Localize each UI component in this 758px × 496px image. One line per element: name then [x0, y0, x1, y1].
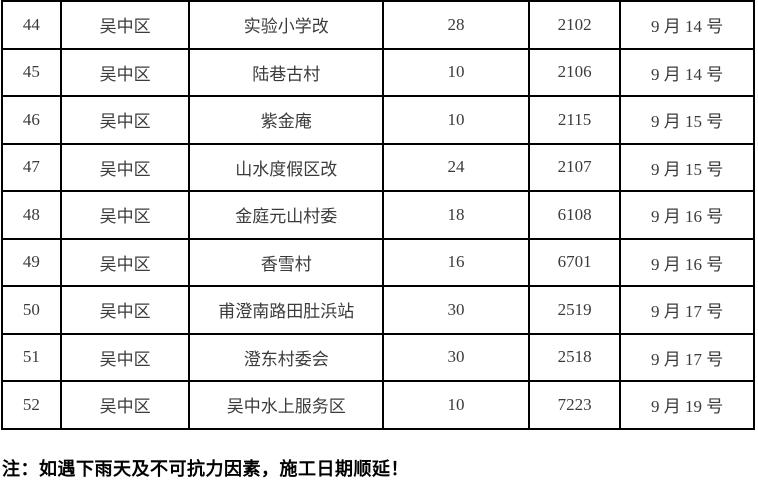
cell-code: 2106	[527, 47, 622, 97]
cell-quantity: 18	[382, 190, 530, 240]
cell-location: 陆巷古村	[188, 47, 385, 97]
table-row: 52 吴中区 吴中水上服务区 10 7223 9 月 19 号	[1, 380, 755, 430]
note-text: 注：如遇下雨天及不可抗力因素，施工日期顺延！	[2, 459, 409, 479]
cell-date: 9 月 14 号	[619, 0, 755, 50]
cell-district: 吴中区	[59, 237, 191, 287]
cell-index: 44	[1, 0, 62, 50]
cell-date: 9 月 16 号	[619, 237, 755, 287]
cell-index: 50	[1, 285, 62, 335]
cell-index: 46	[1, 95, 62, 145]
cell-index: 47	[1, 142, 62, 192]
table-row: 50 吴中区 甫澄南路田肚浜站 30 2519 9 月 17 号	[1, 285, 755, 335]
table-row: 46 吴中区 紫金庵 10 2115 9 月 15 号	[1, 95, 755, 145]
cell-district: 吴中区	[59, 190, 191, 240]
cell-code: 2518	[527, 332, 622, 382]
cell-date: 9 月 16 号	[619, 190, 755, 240]
cell-location: 实验小学改	[188, 0, 385, 50]
table-row: 49 吴中区 香雪村 16 6701 9 月 16 号	[1, 237, 755, 287]
cell-location: 澄东村委会	[188, 332, 385, 382]
cell-quantity: 10	[382, 47, 530, 97]
cell-index: 49	[1, 237, 62, 287]
cell-quantity: 30	[382, 285, 530, 335]
cell-location: 紫金庵	[188, 95, 385, 145]
cell-code: 2519	[527, 285, 622, 335]
cell-location: 香雪村	[188, 237, 385, 287]
cell-district: 吴中区	[59, 0, 191, 50]
cell-location: 山水度假区改	[188, 142, 385, 192]
cell-district: 吴中区	[59, 95, 191, 145]
cell-quantity: 16	[382, 237, 530, 287]
construction-schedule-table: 44 吴中区 实验小学改 28 2102 9 月 14 号 45 吴中区 陆巷古…	[1, 0, 755, 430]
cell-code: 2107	[527, 142, 622, 192]
cell-code: 2115	[527, 95, 622, 145]
cell-quantity: 28	[382, 0, 530, 50]
cell-date: 9 月 14 号	[619, 47, 755, 97]
cell-code: 7223	[527, 380, 622, 430]
cell-district: 吴中区	[59, 380, 191, 430]
cell-date: 9 月 17 号	[619, 332, 755, 382]
cell-quantity: 30	[382, 332, 530, 382]
table-row: 48 吴中区 金庭元山村委 18 6108 9 月 16 号	[1, 190, 755, 240]
table-row: 45 吴中区 陆巷古村 10 2106 9 月 14 号	[1, 47, 755, 97]
cell-index: 45	[1, 47, 62, 97]
cell-index: 48	[1, 190, 62, 240]
cell-date: 9 月 17 号	[619, 285, 755, 335]
cell-date: 9 月 19 号	[619, 380, 755, 430]
cell-index: 52	[1, 380, 62, 430]
cell-location: 金庭元山村委	[188, 190, 385, 240]
table-row: 47 吴中区 山水度假区改 24 2107 9 月 15 号	[1, 142, 755, 192]
cell-location: 甫澄南路田肚浜站	[188, 285, 385, 335]
cell-date: 9 月 15 号	[619, 95, 755, 145]
cell-quantity: 10	[382, 380, 530, 430]
table-row: 44 吴中区 实验小学改 28 2102 9 月 14 号	[1, 0, 755, 50]
cell-location: 吴中水上服务区	[188, 380, 385, 430]
cell-district: 吴中区	[59, 285, 191, 335]
cell-code: 6108	[527, 190, 622, 240]
cell-code: 2102	[527, 0, 622, 50]
cell-date: 9 月 15 号	[619, 142, 755, 192]
cell-index: 51	[1, 332, 62, 382]
cell-quantity: 10	[382, 95, 530, 145]
cell-code: 6701	[527, 237, 622, 287]
cell-district: 吴中区	[59, 142, 191, 192]
cell-district: 吴中区	[59, 332, 191, 382]
table-row: 51 吴中区 澄东村委会 30 2518 9 月 17 号	[1, 332, 755, 382]
cell-district: 吴中区	[59, 47, 191, 97]
cell-quantity: 24	[382, 142, 530, 192]
